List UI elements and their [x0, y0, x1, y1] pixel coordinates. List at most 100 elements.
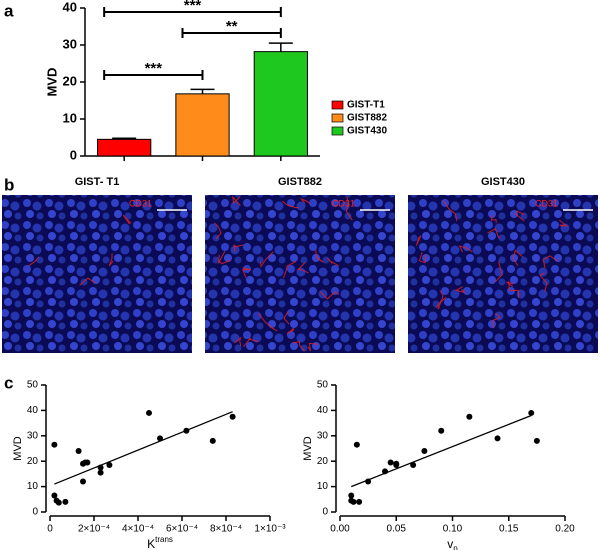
stain-label: CD31 — [129, 198, 152, 208]
y-tick-label: 10 — [63, 110, 77, 125]
scatter-point — [80, 478, 86, 485]
vessel — [233, 244, 244, 252]
significance-bracket — [103, 7, 282, 17]
significance-label: ** — [226, 18, 238, 35]
scatter-point — [356, 498, 363, 505]
vessel — [490, 214, 497, 224]
y-tick-label: 30 — [63, 36, 77, 51]
vessel — [345, 196, 353, 221]
vessel — [292, 340, 305, 352]
vessel — [435, 290, 444, 309]
legend-swatch — [331, 126, 344, 136]
significance-bracket — [181, 28, 282, 38]
bar — [97, 138, 152, 157]
x-tick-label: 0 — [47, 524, 53, 535]
significance-label: *** — [184, 0, 202, 14]
scatter-point — [350, 498, 357, 505]
significance-bracket — [103, 70, 204, 80]
vessel — [108, 253, 114, 267]
x-axis-label-sub: p — [453, 544, 458, 550]
scatter-point — [55, 499, 62, 506]
scatter-point — [75, 448, 82, 455]
y-tick-label: 50 — [317, 380, 329, 391]
vessel — [258, 313, 278, 332]
vessel — [492, 312, 501, 328]
x-tick-label: 4×10⁻⁴ — [122, 524, 154, 535]
error-bar — [190, 88, 215, 94]
x-axis-label: vp — [447, 537, 458, 550]
vessel — [539, 272, 548, 292]
x-tick-label: 1×10⁻³ — [254, 524, 286, 535]
scatter-point — [533, 437, 540, 444]
scatter-point — [438, 427, 445, 434]
y-tick-label: 40 — [63, 0, 77, 14]
legend-label: GIST-T1 — [347, 100, 385, 111]
vessel — [508, 281, 520, 298]
stain-label: CD31 — [332, 198, 355, 208]
y-axis-label: MVD — [302, 436, 314, 461]
vessel — [307, 342, 319, 352]
scatter-point — [466, 413, 473, 420]
vessel — [437, 296, 447, 310]
image-title: GIST430 — [481, 176, 525, 188]
x-tick-label: 6×10⁻⁴ — [166, 524, 198, 535]
scatter-point — [146, 409, 152, 416]
x-tick-label: 0.10 — [443, 524, 463, 535]
y-axis-label: MVD — [12, 436, 24, 461]
error-bar — [268, 42, 293, 52]
vessel — [319, 290, 340, 300]
scatter-point — [393, 460, 400, 467]
x-axis-label-main: K — [147, 537, 155, 550]
legend-swatch — [331, 113, 344, 123]
error-bar — [112, 137, 137, 140]
x-tick-label: 0.00 — [330, 524, 350, 535]
scatter-point — [348, 492, 355, 499]
panel-label: c — [4, 373, 13, 392]
x-axis-label-main: v — [447, 537, 453, 550]
micrograph — [408, 195, 598, 353]
vessel — [232, 195, 241, 206]
scatter-point — [183, 427, 190, 434]
vessel — [416, 235, 422, 246]
y-tick-label: 50 — [27, 380, 39, 391]
vessel — [315, 249, 324, 263]
scatter-point — [410, 462, 417, 469]
y-tick-label: 40 — [317, 405, 329, 416]
scatter-point — [229, 413, 236, 420]
x-tick-label: 0.05 — [387, 524, 407, 535]
scatter-point — [84, 459, 91, 466]
vessel — [327, 257, 340, 267]
y-tick-label: 0 — [322, 507, 328, 518]
stain-label: CD31 — [535, 198, 558, 208]
bar — [253, 51, 308, 157]
significance-label: *** — [145, 60, 163, 77]
vessel — [242, 337, 259, 348]
scatter-point — [353, 441, 360, 448]
vessel — [515, 210, 525, 222]
x-tick-label: 2×10⁻⁴ — [78, 524, 110, 535]
vessel — [299, 198, 311, 204]
scatter-point — [106, 462, 113, 469]
vessel — [442, 200, 458, 222]
y-tick-label: 20 — [27, 456, 39, 467]
scatter-point — [157, 435, 163, 442]
vessel — [286, 328, 295, 335]
x-axis-label-sup: trans — [155, 535, 173, 544]
y-tick-label: 30 — [317, 430, 329, 441]
vessel — [281, 200, 299, 209]
vessel — [79, 277, 96, 286]
vessel — [542, 255, 558, 269]
scatter-point — [51, 441, 58, 448]
vessel — [218, 259, 231, 265]
y-tick-label: 30 — [27, 430, 39, 441]
scatter-point — [51, 492, 58, 499]
vessel — [512, 249, 524, 266]
scatter-point — [382, 468, 388, 475]
y-tick-label: 10 — [27, 481, 39, 492]
vessel — [260, 251, 274, 268]
micrograph — [2, 195, 192, 353]
panel-label: a — [4, 1, 14, 20]
scatter-point — [421, 448, 428, 455]
y-axis-label: MVD — [44, 68, 59, 97]
